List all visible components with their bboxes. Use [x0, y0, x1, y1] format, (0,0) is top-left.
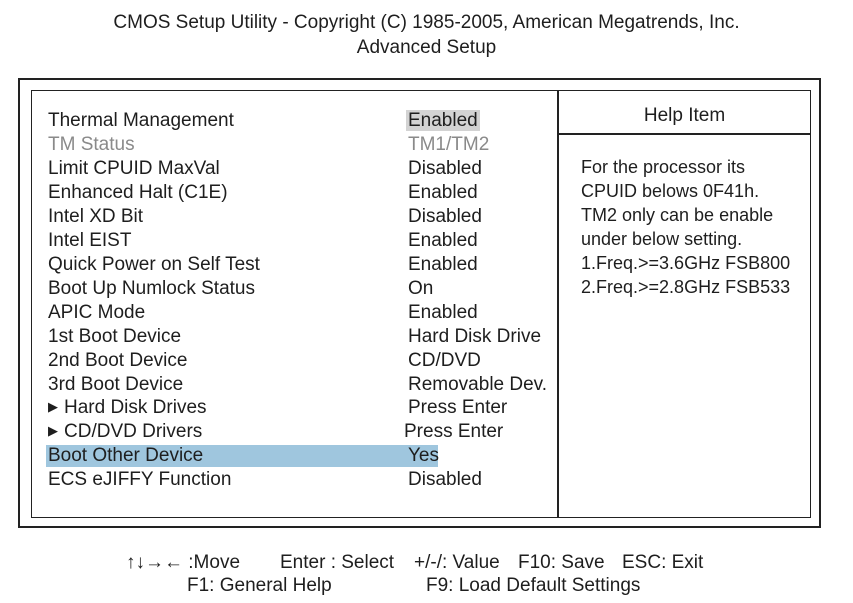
setting-label: 2nd Boot Device	[48, 350, 188, 371]
setting-value[interactable]: On	[408, 278, 434, 299]
setting-limit-cpuid-maxval[interactable]: Limit CPUID MaxVal Disabled	[0, 157, 560, 181]
setting-value[interactable]: Yes	[408, 445, 439, 466]
setting-value[interactable]: Enabled	[408, 230, 478, 251]
setting-boot-other-device[interactable]: Boot Other Device Yes	[0, 444, 560, 468]
help-text: For the processor its CPUID belows 0F41h…	[581, 155, 809, 299]
setting-value: TM1/TM2	[408, 134, 490, 155]
setting-apic-mode[interactable]: APIC Mode Enabled	[0, 301, 560, 325]
setting-1st-boot-device[interactable]: 1st Boot Device Hard Disk Drive	[0, 325, 560, 349]
setting-quick-power-on-self-test[interactable]: Quick Power on Self Test Enabled	[0, 253, 560, 277]
setting-label: 3rd Boot Device	[48, 374, 184, 395]
help-line: TM2 only can be enable	[581, 205, 774, 225]
help-separator	[558, 133, 811, 135]
panel-divider	[557, 90, 559, 518]
submenu-arrow-icon: ▶	[48, 399, 58, 414]
help-line: under below setting.	[581, 229, 743, 249]
help-line: 2.Freq.>=2.8GHz FSB533	[581, 277, 791, 297]
setting-3rd-boot-device[interactable]: 3rd Boot Device Removable Dev.	[0, 373, 560, 397]
key-help-hint: F1: General Help	[187, 575, 332, 596]
setting-value[interactable]: Press Enter	[408, 397, 508, 418]
key-enter-hint: Enter : Select	[280, 552, 395, 573]
setting-label: Limit CPUID MaxVal	[48, 158, 220, 179]
setting-ecs-ejiffy-function[interactable]: ECS eJIFFY Function Disabled	[0, 468, 560, 492]
setting-value[interactable]: Press Enter	[404, 421, 504, 442]
setting-label: Boot Other Device	[48, 445, 204, 466]
help-line: CPUID belows 0F41h.	[581, 181, 760, 201]
key-save-hint: F10: Save	[518, 552, 605, 573]
setting-label: CD/DVD Drivers	[64, 421, 203, 442]
setting-label: Intel XD Bit	[48, 206, 144, 227]
key-defaults-hint: F9: Load Default Settings	[426, 575, 641, 596]
setting-label: APIC Mode	[48, 302, 146, 323]
setting-value[interactable]: CD/DVD	[408, 350, 481, 371]
setting-label: TM Status	[48, 134, 135, 155]
key-move-hint: ↑↓→← :Move	[126, 552, 241, 573]
help-line: 1.Freq.>=3.6GHz FSB800	[581, 253, 791, 273]
setting-label: Hard Disk Drives	[64, 397, 207, 418]
outer-frame	[18, 78, 821, 528]
setting-value[interactable]: Disabled	[408, 158, 482, 179]
setting-label: 1st Boot Device	[48, 326, 182, 347]
setting-value[interactable]: Removable Dev.	[408, 374, 548, 395]
setting-intel-xd-bit[interactable]: Intel XD Bit Disabled	[0, 205, 560, 229]
help-title: Help Item	[643, 105, 726, 126]
setting-value[interactable]: Enabled	[408, 182, 478, 203]
setting-label: Intel EIST	[48, 230, 132, 251]
key-value-hint: +/-/: Value	[414, 552, 500, 573]
settings-panel	[31, 90, 811, 518]
setting-label: ECS eJIFFY Function	[48, 469, 232, 490]
setting-label: Thermal Management	[48, 110, 234, 131]
setting-boot-up-numlock[interactable]: Boot Up Numlock Status On	[0, 277, 560, 301]
setting-label: Quick Power on Self Test	[48, 254, 260, 275]
setting-enhanced-halt[interactable]: Enhanced Halt (C1E) Enabled	[0, 181, 560, 205]
setting-value[interactable]: Enabled	[408, 254, 478, 275]
header-title: CMOS Setup Utility - Copyright (C) 1985-…	[113, 12, 740, 33]
setting-intel-eist[interactable]: Intel EIST Enabled	[0, 229, 560, 253]
setting-value[interactable]: Disabled	[408, 469, 482, 490]
setting-2nd-boot-device[interactable]: 2nd Boot Device CD/DVD	[0, 349, 560, 373]
submenu-cd-dvd-drivers[interactable]: ▶ CD/DVD Drivers Press Enter	[0, 420, 560, 444]
setting-label: Boot Up Numlock Status	[48, 278, 255, 299]
submenu-arrow-icon: ▶	[48, 423, 58, 438]
submenu-hard-disk-drives[interactable]: ▶ Hard Disk Drives Press Enter	[0, 396, 560, 420]
setting-value[interactable]: Enabled	[408, 302, 478, 323]
setting-value[interactable]: Disabled	[408, 206, 482, 227]
key-exit-hint: ESC: Exit	[622, 552, 704, 573]
setting-label: Enhanced Halt (C1E)	[48, 182, 228, 203]
setting-tm-status: TM Status TM1/TM2	[0, 133, 560, 157]
selection-highlight	[46, 445, 438, 467]
page-title: Advanced Setup	[356, 37, 497, 58]
setting-value[interactable]: Enabled	[406, 110, 480, 131]
setting-thermal-management[interactable]: Thermal Management Enabled	[0, 109, 560, 133]
setting-value[interactable]: Hard Disk Drive	[408, 326, 542, 347]
help-line: For the processor its	[581, 157, 746, 177]
